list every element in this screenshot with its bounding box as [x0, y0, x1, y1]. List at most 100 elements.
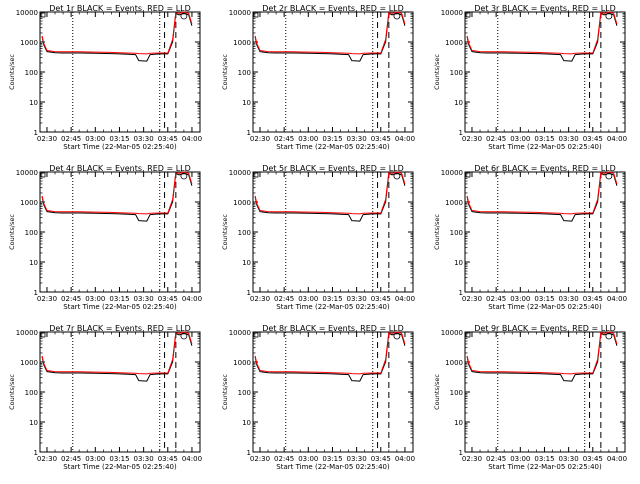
y-axis-label: Counts/sec: [221, 374, 229, 410]
y-tick-label: 10000: [16, 329, 38, 337]
y-tick-label: 1000: [233, 359, 251, 367]
x-tick-label: 03:15: [109, 295, 129, 303]
x-tick-label: 04:00: [607, 135, 627, 143]
x-tick-label: 02:30: [462, 295, 482, 303]
corner-marker: [253, 12, 259, 18]
x-tick-label: 03:30: [559, 295, 579, 303]
y-tick-label: 1000: [445, 39, 463, 47]
x-tick-label: 03:30: [559, 455, 579, 463]
y-tick-label: 1: [247, 289, 251, 297]
corner-marker: [465, 172, 471, 178]
y-tick-label: 100: [238, 389, 251, 397]
x-tick-label: 04:00: [182, 295, 202, 303]
x-tick-label: 02:45: [274, 295, 294, 303]
series-lld-line: [254, 331, 406, 375]
x-tick-label: 02:45: [61, 295, 81, 303]
y-tick-label: 100: [238, 229, 251, 237]
x-tick-label: 02:30: [37, 455, 57, 463]
x-tick-label: 02:30: [462, 455, 482, 463]
peak-marker: [605, 172, 613, 180]
chart-title: Det 9r BLACK = Events, RED = LLD: [474, 324, 616, 333]
x-tick-label: 03:00: [85, 295, 105, 303]
chart-title: Det 2r BLACK = Events, RED = LLD: [262, 4, 404, 13]
detector-panel-4: 1 10 100 1000 10000 02:30 02:45 03:00 03:15 03:30…: [8, 164, 202, 311]
peak-marker: [605, 12, 613, 20]
x-tick-label: 02:30: [250, 455, 270, 463]
y-axis-label: Counts/sec: [221, 54, 229, 90]
y-tick-label: 1: [34, 289, 38, 297]
y-tick-label: 10000: [441, 9, 463, 17]
chart-title: Det 4r BLACK = Events, RED = LLD: [49, 164, 191, 173]
detector-panel-6: 1 10 100 1000 10000 02:30 02:45 03:00 03:15 03:30…: [433, 164, 627, 311]
x-tick-label: 02:30: [250, 295, 270, 303]
peak-marker: [180, 172, 188, 180]
y-tick-label: 1000: [20, 199, 38, 207]
x-tick-label: 02:30: [462, 135, 482, 143]
x-tick-label: 02:45: [61, 455, 81, 463]
x-tick-label: 02:30: [250, 135, 270, 143]
x-tick-label: 02:30: [37, 135, 57, 143]
corner-marker: [253, 332, 259, 338]
corner-marker: [40, 12, 46, 18]
x-tick-label: 04:00: [395, 135, 415, 143]
series-lld-line: [41, 331, 193, 375]
x-tick-label: 03:15: [322, 295, 342, 303]
x-tick-label: 04:00: [607, 455, 627, 463]
detector-panel-8: 1 10 100 1000 10000 02:30 02:45 03:00 03:15 03:30…: [221, 324, 415, 471]
x-tick-label: 03:30: [559, 135, 579, 143]
y-tick-label: 1: [459, 449, 463, 457]
x-tick-label: 03:45: [583, 135, 603, 143]
x-axis-label: Start Time (22-Mar-05 02:25:40): [63, 143, 177, 151]
y-tick-label: 10: [454, 99, 463, 107]
detector-panel-2: 1 10 100 1000 10000 02:30 02:45 03:00 03:15 03:30…: [221, 4, 415, 151]
x-tick-label: 03:45: [158, 135, 178, 143]
peak-marker: [180, 332, 188, 340]
corner-marker: [465, 12, 471, 18]
x-tick-label: 03:15: [322, 135, 342, 143]
y-tick-label: 100: [450, 389, 463, 397]
series-lld-line: [41, 171, 193, 215]
x-tick-label: 03:30: [347, 135, 367, 143]
y-tick-label: 1000: [20, 359, 38, 367]
detector-panel-1: 1 10 100 1000 10000 02:30 02:45 03:00 03:15 03:30…: [8, 4, 202, 151]
series-events-line: [41, 12, 193, 62]
corner-marker: [253, 172, 259, 178]
y-axis-label: Counts/sec: [433, 374, 441, 410]
y-tick-label: 10: [242, 419, 251, 427]
y-tick-label: 1000: [445, 359, 463, 367]
x-tick-label: 04:00: [395, 455, 415, 463]
y-tick-label: 100: [25, 229, 38, 237]
y-tick-label: 10000: [16, 9, 38, 17]
x-tick-label: 03:45: [583, 455, 603, 463]
y-tick-label: 10: [242, 99, 251, 107]
x-tick-label: 03:15: [534, 135, 554, 143]
detector-panel-9: 1 10 100 1000 10000 02:30 02:45 03:00 03:15 03:30…: [433, 324, 627, 471]
x-tick-label: 03:00: [298, 135, 318, 143]
y-tick-label: 10: [454, 259, 463, 267]
y-tick-label: 100: [238, 69, 251, 77]
x-tick-label: 03:30: [134, 135, 154, 143]
x-tick-label: 02:45: [486, 295, 506, 303]
y-tick-label: 1: [34, 129, 38, 137]
x-tick-label: 03:45: [583, 295, 603, 303]
y-tick-label: 1000: [20, 39, 38, 47]
y-axis-label: Counts/sec: [8, 214, 16, 250]
x-tick-label: 02:30: [37, 295, 57, 303]
x-tick-label: 03:30: [134, 295, 154, 303]
y-axis-label: Counts/sec: [433, 214, 441, 250]
series-events-line: [466, 12, 618, 62]
y-tick-label: 10: [29, 259, 38, 267]
x-axis-label: Start Time (22-Mar-05 02:25:40): [276, 303, 390, 311]
y-tick-label: 10000: [229, 329, 251, 337]
x-tick-label: 04:00: [395, 295, 415, 303]
chart-title: Det 7r BLACK = Events, RED = LLD: [49, 324, 191, 333]
series-events-line: [254, 12, 406, 62]
y-tick-label: 1000: [233, 199, 251, 207]
chart-title: Det 6r BLACK = Events, RED = LLD: [474, 164, 616, 173]
peak-marker: [605, 332, 613, 340]
corner-marker: [40, 172, 46, 178]
series-events-line: [254, 332, 406, 382]
series-lld-line: [466, 11, 618, 55]
